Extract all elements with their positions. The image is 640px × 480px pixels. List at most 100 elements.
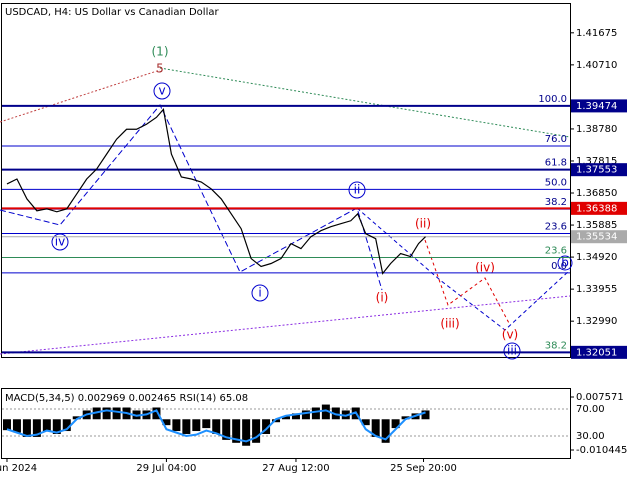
y-tick-label: 1.36850 [576,188,617,199]
price-box [571,201,627,215]
chart-title: USDCAD, H4: US Dollar vs Canadian Dollar [5,7,219,18]
wave-label: (ii) [415,217,431,231]
wave-label: (1) [152,45,169,59]
wave-label: (i) [376,291,389,305]
projection-path [356,207,571,331]
histogram-bar [212,419,221,434]
x-tick-label: 27 Jun 2024 [0,463,37,474]
histogram-bar [72,416,81,420]
price-box-label: 1.39474 [576,101,617,112]
histogram-bar [371,419,380,437]
y-tick-label: 1.34920 [576,252,617,263]
y-tick-label: 1.40710 [576,60,617,71]
projection-path [424,239,511,326]
price-box [571,345,627,359]
level-label: 61.8 [545,158,567,169]
histogram-bar [311,407,320,420]
level-label: 38.2 [545,340,567,351]
price-box-label: 1.37553 [576,165,617,176]
indicator-line [6,409,426,443]
histogram-bar [242,419,251,446]
histogram-bar [272,419,281,423]
histogram-bar [62,419,71,432]
wave-label: iv [55,235,65,249]
wave-circle [557,255,573,271]
price-box [571,99,627,113]
y-tick-label: 0.007571 [576,392,624,403]
macd-panel [1,388,571,459]
histogram-bar [381,419,390,443]
y-tick-label: 1.37815 [576,156,617,167]
histogram-bar [102,407,111,420]
histogram-bar [421,410,430,420]
x-tick-label: 27 Aug 12:00 [262,463,329,474]
wave-circle [348,181,366,199]
wave-label: b [561,256,569,270]
wave-label: (iii) [440,317,459,331]
histogram-bar [182,419,191,434]
level-label: 23.6 [545,221,567,232]
y2-tick-label: 70.00 [576,404,605,415]
wave-circle [153,82,171,100]
histogram-bar [232,419,241,443]
histogram-bar [42,419,51,432]
trend-line [0,69,161,123]
y-tick-label: 1.35885 [576,220,617,231]
histogram-bar [301,410,310,420]
main-panel [1,3,571,358]
y-tick-label: 1.33955 [576,284,617,295]
wave-label: i [258,286,261,300]
wave-label: v [158,84,165,98]
wave-label: (iv) [475,261,495,275]
x-tick-label: 29 Jul 04:00 [136,463,196,474]
wave-circle [251,284,269,302]
y-tick-label: 1.41675 [576,28,617,39]
histogram-bar [152,407,161,420]
wave-label: iii [507,344,517,358]
histogram-bar [291,413,300,420]
y-tick-label: 1.32990 [576,316,617,327]
y2-tick-label: 30.00 [576,431,605,442]
price-box [571,163,627,177]
histogram-bar [321,404,330,420]
price-line [6,108,426,275]
price-box-label: 1.32051 [576,347,617,358]
wave-circle [51,233,69,251]
histogram-bar [52,419,61,434]
histogram-bar [162,419,171,426]
level-label: 100.0 [538,94,567,105]
histogram-bar [202,419,211,429]
histogram-bar [252,419,261,443]
price-box-label: 1.36388 [576,203,617,214]
level-label: 23.6 [545,246,567,257]
histogram-bar [12,419,21,433]
price-box [571,230,627,244]
wave-label: 5 [156,62,164,76]
trend-line [0,295,571,355]
histogram-bar [22,419,31,437]
histogram-bar [192,419,201,432]
level-label: 76.0 [545,134,567,145]
level-label: 0.0 [551,261,567,272]
histogram-bar [112,407,121,420]
y-tick-label: 1.38780 [576,124,617,135]
trend-line [159,67,571,138]
histogram-bar [282,416,290,420]
wave-circle [503,342,521,360]
y-tick-label: -0.010445 [576,445,627,456]
histogram-bar [2,419,11,431]
x-tick-label: 25 Sep 20:00 [390,463,457,474]
wave-label: (v) [502,328,518,342]
histogram-bar [262,419,271,434]
histogram-bar [172,419,181,432]
histogram-bar [391,419,400,429]
histogram-bar [401,416,410,420]
level-label: 38.2 [545,197,567,208]
histogram-bar [361,419,370,426]
indicator-title: MACD(5,34,5) 0.002969 0.002465 RSI(14) 6… [5,393,248,404]
level-label: 50.0 [545,177,567,188]
histogram-bar [32,419,41,437]
price-box-label: 1.35534 [576,232,617,243]
